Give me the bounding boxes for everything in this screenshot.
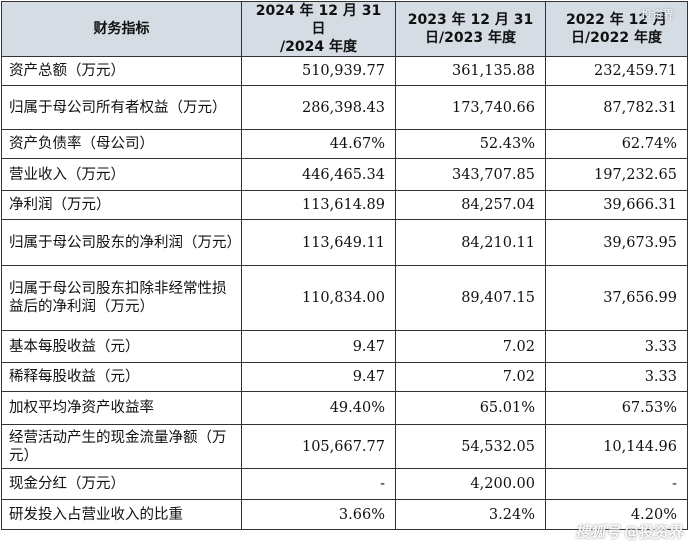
table-row: 归属于母公司所有者权益（万元） 286,398.43 173,740.66 87,78… (1, 85, 688, 130)
watermark-handle: @投资界 (623, 523, 684, 541)
row-label: 净利润（万元） (1, 190, 242, 220)
header-2022: 2022 年 12 月 日/2022 年度 (545, 1, 688, 57)
table-row: 基本每股收益（元） 9.47 7.02 3.33 (1, 330, 688, 363)
header-2024-line-2: /2024 年度 (280, 39, 357, 55)
row-value: 7.02 (395, 362, 546, 392)
row-value: 87,782.31 (545, 85, 688, 130)
row-value: 54,532.05 (395, 424, 546, 469)
row-value: - (545, 468, 688, 500)
header-2023-line-2: 日/2023 年度 (425, 30, 516, 46)
table-row: 净利润（万元） 113,614.89 84,257.04 39,666.31 (1, 190, 688, 220)
row-value: 446,465.34 (241, 158, 396, 191)
row-value: 84,257.04 (395, 190, 546, 220)
table-row: 加权平均净资产收益率 49.40% 65.01% 67.53% (1, 391, 688, 425)
table-header-row: 财务指标 2024 年 12 月 31 日 /2024 年度 2023 年 12… (1, 1, 688, 57)
row-value: 113,649.11 (241, 219, 396, 266)
row-value: 7.02 (395, 330, 546, 363)
table-row: 研发投入占营业收入的比重 3.66% 3.24% 4.20% (1, 499, 688, 530)
row-label: 资产总额（万元） (1, 56, 242, 86)
table-row: 归属于母公司股东的净利润（万元） 113,649.11 84,210.11 39,67… (1, 219, 688, 266)
row-value: 9.47 (241, 330, 396, 363)
row-label: 归属于母公司股东的净利润（万元） (1, 219, 242, 266)
row-value: 343,707.85 (395, 158, 546, 191)
row-value: 510,939.77 (241, 56, 396, 86)
row-label: 资产负债率（母公司） (1, 129, 242, 159)
header-2024: 2024 年 12 月 31 日 /2024 年度 (241, 1, 396, 57)
row-label: 研发投入占营业收入的比重 (1, 499, 242, 530)
row-label: 归属于母公司股东扣除非经常性损益后的净利润（万元） (1, 265, 242, 331)
header-metric-line: 财务指标 (93, 21, 150, 37)
table-row: 现金分红（万元） -4,200.00- (1, 468, 688, 500)
header-metric: 财务指标 (1, 1, 242, 57)
financial-indicators-table: 财务指标 2024 年 12 月 31 日 /2024 年度 2023 年 12… (1, 1, 688, 530)
row-value: 49.40% (241, 391, 396, 425)
row-value: - (241, 468, 396, 500)
row-label: 经营活动产生的现金流量净额（万元） (1, 424, 242, 469)
table-row: 资产总额（万元） 510,939.77 361,135.88 232,459.71 (1, 56, 688, 86)
row-value: 105,667.77 (241, 424, 396, 469)
watermark-brand: 搜狐号 (574, 523, 620, 541)
row-value: 197,232.65 (545, 158, 688, 191)
row-value: 9.47 (241, 362, 396, 392)
row-value: 67.53% (545, 391, 688, 425)
row-value: 3.33 (545, 362, 688, 392)
row-value: 3.33 (545, 330, 688, 363)
table-row: 稀释每股收益（元） 9.47 7.02 3.33 (1, 362, 688, 392)
row-value: 113,614.89 (241, 190, 396, 220)
row-value: 65.01% (395, 391, 546, 425)
row-value: 89,407.15 (395, 265, 546, 331)
header-2023: 2023 年 12 月 31 日/2023 年度 (395, 1, 546, 57)
row-value: 173,740.66 (395, 85, 546, 130)
row-label: 基本每股收益（元） (1, 330, 242, 363)
row-value: 3.66% (241, 499, 396, 530)
row-value: 4.20% (545, 499, 688, 530)
row-value: 286,398.43 (241, 85, 396, 130)
row-value: 44.67% (241, 129, 396, 159)
row-value: 361,135.88 (395, 56, 546, 86)
row-value: 10,144.96 (545, 424, 688, 469)
row-label: 营业收入（万元） (1, 158, 242, 191)
table-body: 资产总额（万元） 510,939.77 361,135.88 232,459.71 归属… (1, 56, 688, 530)
header-2022-line-1: 2022 年 12 月 (565, 12, 668, 28)
row-label: 归属于母公司所有者权益（万元） (1, 85, 242, 130)
header-2023-line-1: 2023 年 12 月 31 (407, 12, 534, 28)
table-row: 资产负债率（母公司） 44.67% 52.43% 62.74% (1, 129, 688, 159)
row-value: 3.24% (395, 499, 546, 530)
row-value: 37,656.99 (545, 265, 688, 331)
header-2024-line-1: 2024 年 12 月 31 日 (255, 3, 382, 37)
table-row: 经营活动产生的现金流量净额（万元） 105,667.77 54,532.05 10,1… (1, 424, 688, 469)
table-row: 营业收入（万元） 446,465.34 343,707.85 197,232.65 (1, 158, 688, 191)
row-value: 62.74% (545, 129, 688, 159)
row-label: 稀释每股收益（元） (1, 362, 242, 392)
row-value: 110,834.00 (241, 265, 396, 331)
watermark-top: 投资界 (641, 8, 674, 21)
watermark-bottom: 搜狐号 @投资界 (575, 521, 684, 542)
header-2022-line-2: 日/2022 年度 (571, 30, 662, 46)
row-value: 39,666.31 (545, 190, 688, 220)
row-value: 84,210.11 (395, 219, 546, 266)
row-value: 232,459.71 (545, 56, 688, 86)
table-row: 归属于母公司股东扣除非经常性损益后的净利润（万元） 110,834.00 89,40… (1, 265, 688, 331)
row-value: 4,200.00 (395, 468, 546, 500)
row-value: 52.43% (395, 129, 546, 159)
row-value: 39,673.95 (545, 219, 688, 266)
row-label: 现金分红（万元） (1, 468, 242, 500)
row-label: 加权平均净资产收益率 (1, 391, 242, 425)
